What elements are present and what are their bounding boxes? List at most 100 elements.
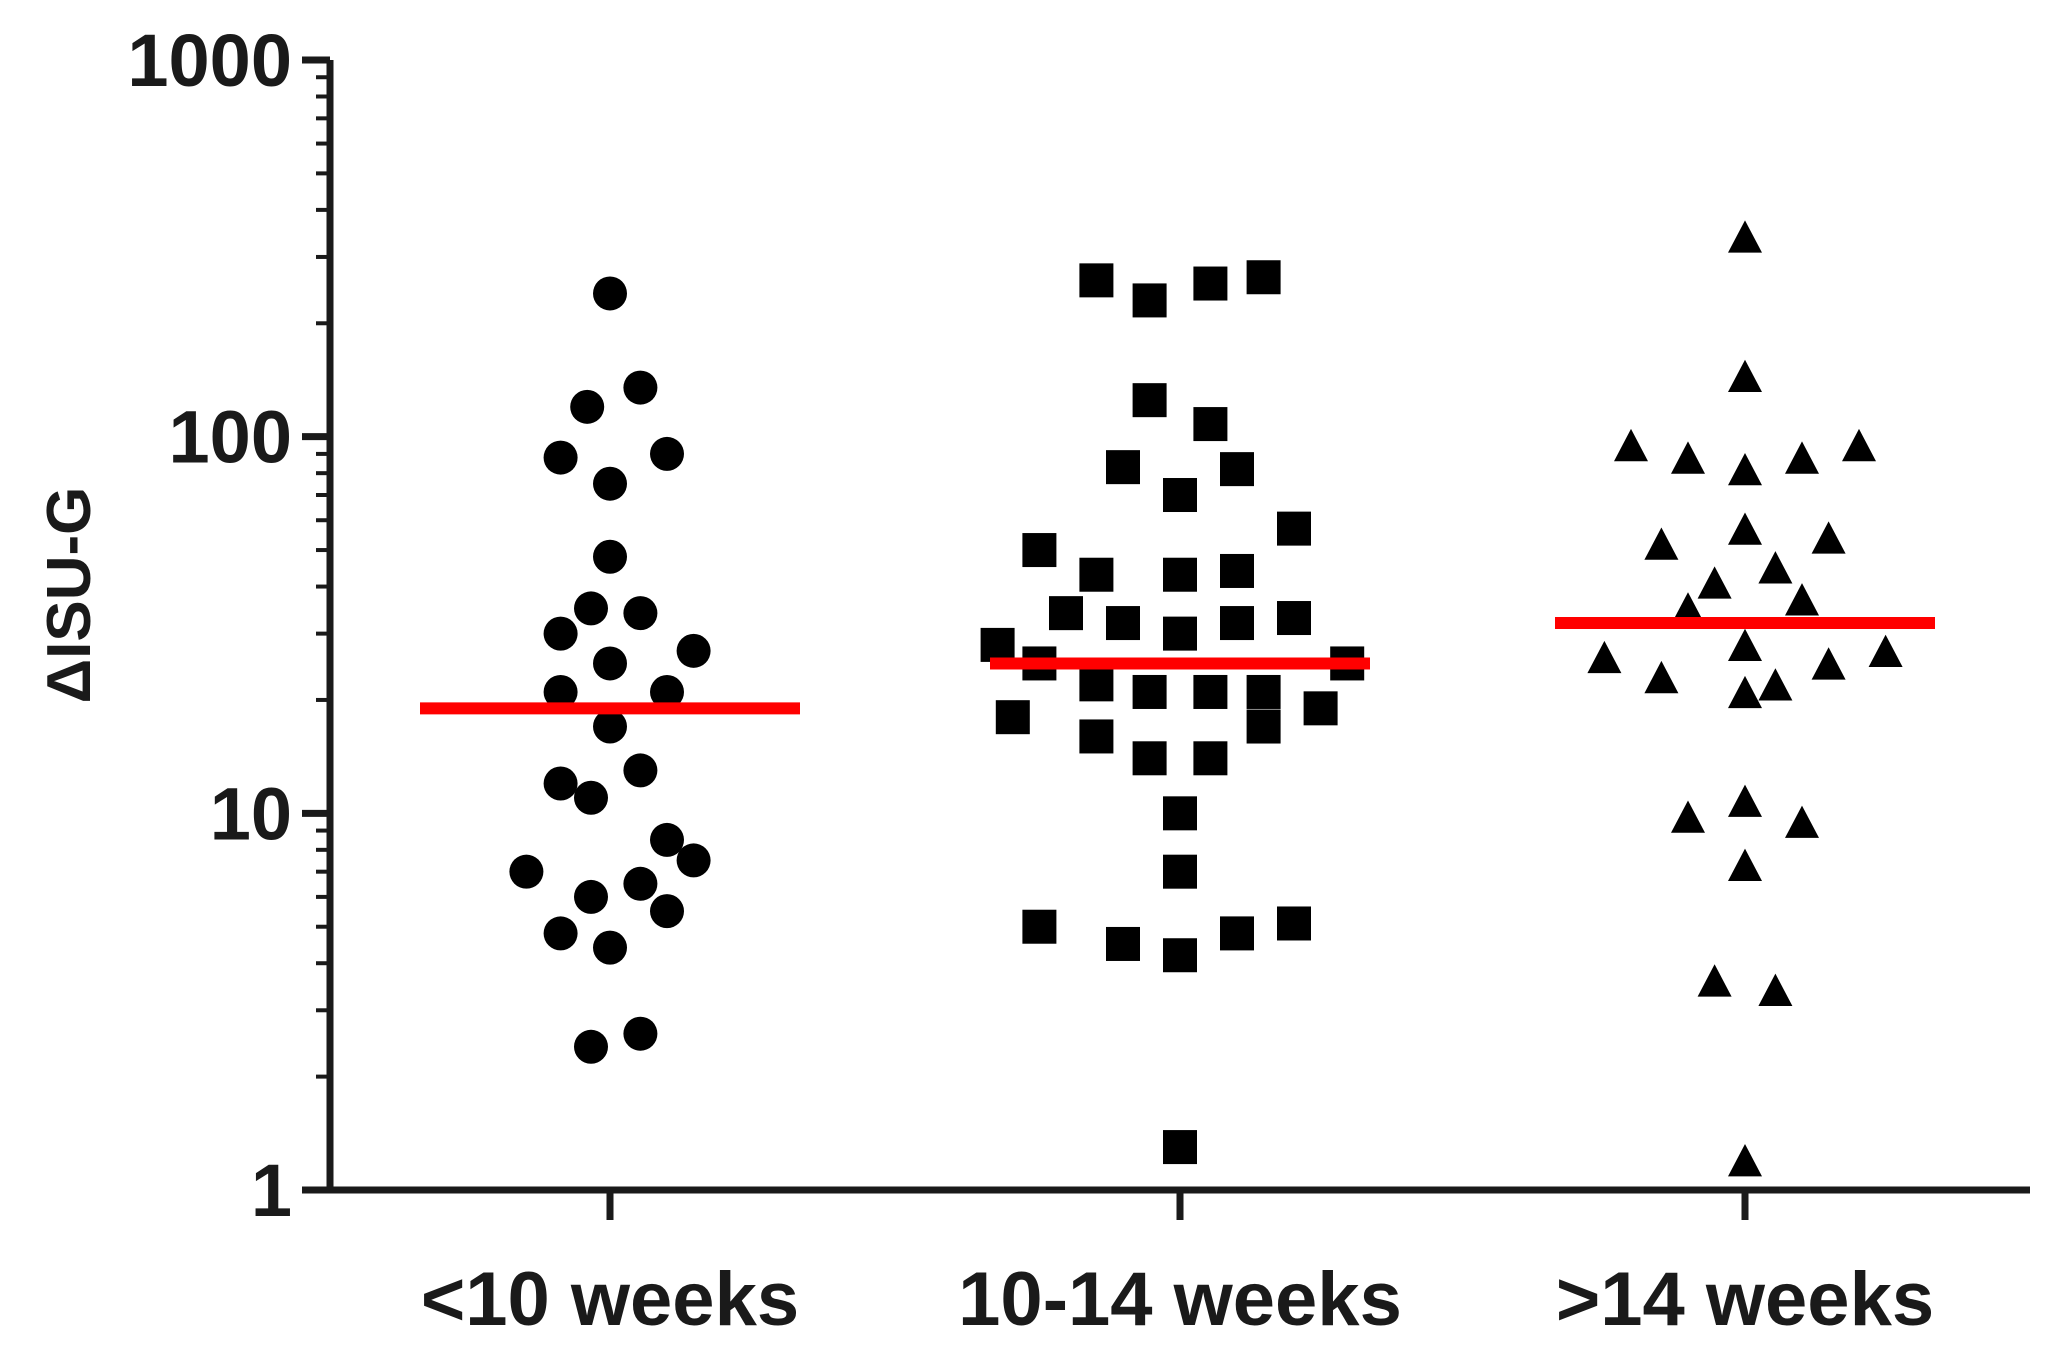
data-point-square <box>1220 916 1254 951</box>
data-point-circle <box>650 436 684 471</box>
data-point-circle <box>593 930 627 965</box>
data-point-triangle <box>1644 527 1679 560</box>
data-point-circle <box>574 879 608 914</box>
data-point-circle <box>623 1016 658 1051</box>
data-point-circle <box>593 646 627 681</box>
data-point-square <box>1163 1130 1197 1165</box>
data-point-square <box>1246 709 1281 744</box>
data-point-triangle <box>1811 647 1846 680</box>
data-point-circle <box>650 674 684 709</box>
y-tick-label: 10 <box>210 772 292 855</box>
data-point-square <box>1277 906 1311 941</box>
data-point-square <box>1303 691 1338 726</box>
data-point-square <box>1079 557 1114 592</box>
data-point-circle <box>543 916 578 951</box>
data-point-circle <box>543 766 578 801</box>
data-point-triangle <box>1671 800 1705 833</box>
data-point-triangle <box>1697 566 1732 599</box>
data-point-circle <box>543 440 578 475</box>
data-point-triangle <box>1644 660 1679 694</box>
data-point-triangle <box>1697 964 1732 997</box>
data-point-square <box>1163 796 1197 831</box>
data-point-square <box>1132 741 1167 776</box>
data-point-circle <box>574 1029 608 1064</box>
data-point-square <box>1163 938 1197 973</box>
data-point-square <box>1220 606 1254 641</box>
data-point-triangle <box>1785 583 1819 616</box>
data-point-square <box>1220 553 1254 588</box>
data-point-square <box>1246 674 1281 709</box>
data-point-square <box>1106 606 1140 641</box>
data-point-square <box>1022 533 1057 568</box>
data-point-square <box>1220 452 1254 487</box>
data-point-triangle <box>1728 452 1762 486</box>
data-point-square <box>1132 383 1167 418</box>
data-point-triangle <box>1758 551 1793 584</box>
data-point-circle <box>623 370 658 405</box>
data-point-square <box>1193 266 1228 301</box>
y-axis-ticks: 1 10 100 1000 <box>127 19 330 1232</box>
data-point-circle <box>574 591 608 626</box>
data-point-square <box>1193 741 1228 776</box>
data-point-circle <box>574 780 608 815</box>
x-tick-label: <10 weeks <box>421 1257 799 1342</box>
data-point-square <box>1079 719 1114 754</box>
data-point-circle <box>623 753 658 788</box>
data-point-triangle <box>1587 640 1622 674</box>
y-axis-title: ΔISU-G <box>35 487 104 704</box>
data-point-triangle <box>1728 784 1762 817</box>
data-point-triangle <box>1728 359 1762 393</box>
median-lines <box>420 617 1935 715</box>
data-point-triangle <box>1614 428 1648 462</box>
y-tick-label: 1 <box>251 1149 292 1232</box>
data-point-square <box>1193 674 1228 709</box>
data-point-square <box>1193 407 1228 442</box>
data-point-circle <box>593 466 627 501</box>
data-point-square <box>1277 601 1311 636</box>
data-point-triangle <box>1728 628 1762 662</box>
data-point-circle <box>543 674 578 709</box>
data-point-triangle <box>1785 805 1819 838</box>
x-tick-label: 10-14 weeks <box>958 1257 1402 1342</box>
data-point-triangle <box>1758 668 1793 701</box>
data-point-circle <box>543 616 578 651</box>
data-point-circle <box>623 596 658 631</box>
data-point-circle <box>593 539 627 574</box>
data-point-circle <box>623 866 658 901</box>
data-point-square <box>980 627 1015 662</box>
data-point-square <box>1106 926 1140 961</box>
data-point-triangle <box>1728 675 1762 709</box>
data-point-triangle <box>1728 512 1762 545</box>
data-point-triangle <box>1785 441 1819 474</box>
data-point-circle <box>570 389 605 424</box>
data-point-square <box>1132 283 1167 318</box>
data-point-triangle <box>1671 592 1705 625</box>
x-tick-label: >14 weeks <box>1556 1257 1934 1342</box>
y-tick-label: 1000 <box>127 19 292 102</box>
data-point-circle <box>650 822 684 857</box>
data-point-square <box>1049 596 1083 631</box>
data-point-square <box>1079 263 1114 298</box>
data-point-triangle <box>1868 634 1903 668</box>
data-point-square <box>1079 667 1114 702</box>
data-point-square <box>1132 674 1167 709</box>
data-point-circle <box>676 843 711 878</box>
data-point-square <box>1163 557 1197 592</box>
data-point-triangle <box>1728 220 1762 253</box>
data-point-square <box>1163 616 1197 651</box>
data-point-circle <box>650 894 684 929</box>
data-point-triangle <box>1811 521 1846 554</box>
data-point-circle <box>593 709 627 744</box>
data-point-triangle <box>1842 428 1876 462</box>
x-axis-ticks: <10 weeks 10-14 weeks >14 weeks <box>421 1190 1934 1342</box>
data-point-square <box>1163 478 1197 513</box>
data-point-triangle <box>1671 441 1705 474</box>
data-point-square <box>995 700 1030 735</box>
data-point-circle <box>676 633 711 668</box>
data-point-triangle <box>1728 848 1762 881</box>
data-point-square <box>1277 511 1311 546</box>
data-points <box>509 220 1903 1177</box>
data-point-square <box>1106 450 1140 485</box>
data-point-triangle <box>1728 1144 1762 1177</box>
